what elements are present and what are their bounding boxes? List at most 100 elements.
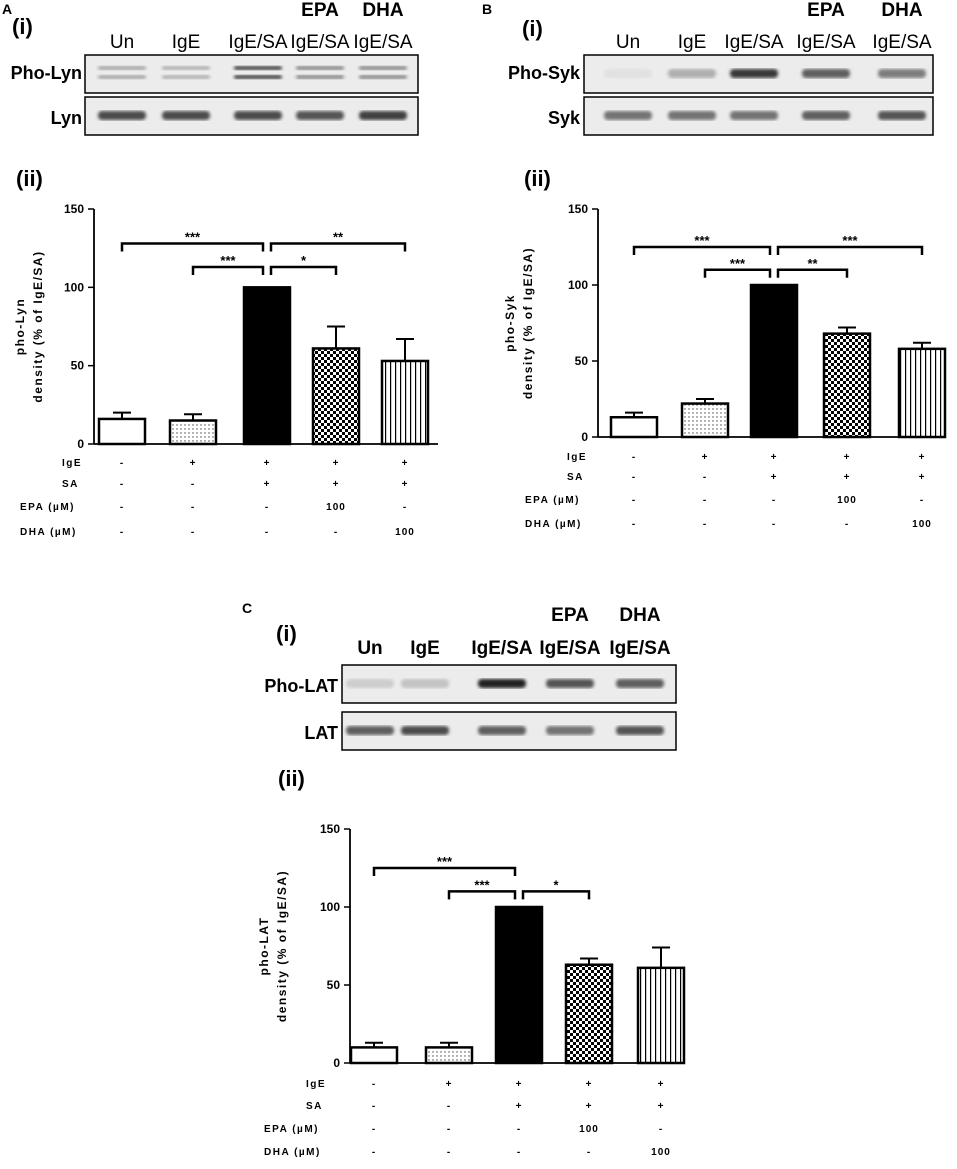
blot-row-label: Pho-LAT <box>264 676 338 696</box>
significance-label: *** <box>730 256 746 271</box>
condition-label: IgE <box>567 452 587 463</box>
condition-value: + <box>919 452 926 463</box>
y-tick-label: 50 <box>327 978 341 992</box>
lane-label: IgE/SA <box>353 32 412 53</box>
y-tick-label: 150 <box>568 202 588 216</box>
condition-value: + <box>586 1101 593 1112</box>
y-axis-label: density (% of IgE/SA) <box>275 870 289 1022</box>
bar <box>609 415 659 439</box>
lane-label: Un <box>357 638 382 659</box>
condition-value: + <box>402 458 409 469</box>
bar <box>349 1046 399 1065</box>
blot-band <box>234 66 282 70</box>
blot-band <box>296 111 344 120</box>
lane-label: IgE/SA <box>471 638 533 659</box>
y-tick-label: 100 <box>64 280 84 294</box>
lane-label: IgE/SA <box>872 32 931 53</box>
condition-value: 100 <box>326 502 346 513</box>
significance-bracket <box>776 245 924 255</box>
panel-b-figure: B (i) (ii) Un IgE IgE/SA EPA IgE/SA DHA IgE/SA Pho… <box>482 0 947 530</box>
blot-band <box>162 75 210 79</box>
bar <box>680 402 730 439</box>
blot-band <box>604 69 652 78</box>
condition-value: - <box>632 495 636 506</box>
condition-value: + <box>516 1101 523 1112</box>
condition-value: - <box>447 1147 451 1158</box>
blot-band <box>234 111 282 120</box>
blot-row-label: Pho-Syk <box>508 63 581 83</box>
bar <box>897 347 947 439</box>
significance-label: ** <box>333 229 344 244</box>
lane-header: DHA <box>362 0 403 21</box>
blot-band <box>401 726 449 735</box>
condition-value: - <box>632 452 636 463</box>
blot-part-label: (i) <box>12 14 33 39</box>
blot-band <box>668 111 716 120</box>
significance-label: *** <box>842 233 858 248</box>
blot-band <box>359 75 407 79</box>
condition-value: - <box>587 1147 591 1158</box>
lane-label: IgE <box>172 32 201 53</box>
panel-letter: A <box>2 1 12 17</box>
panel-c-figure: C (i) (ii) Un IgE IgE/SA EPA IgE/SA DHA IgE/SA Pho… <box>242 600 686 1158</box>
blot-band <box>802 69 850 78</box>
condition-value: + <box>402 479 409 490</box>
condition-label: DHA (µM) <box>20 527 77 538</box>
blot-band <box>546 679 594 688</box>
lane-header: DHA <box>881 0 922 21</box>
panel-letter: B <box>482 1 492 17</box>
bar <box>97 417 147 446</box>
lane-label: IgE/SA <box>724 32 783 53</box>
y-axis-label: density (% of IgE/SA) <box>521 247 535 399</box>
lane-header: EPA <box>301 0 339 21</box>
panel-c: C (i) (ii) Un IgE IgE/SA EPA IgE/SA DHA IgE/SA Pho… <box>240 595 720 1164</box>
condition-label: SA <box>62 479 79 490</box>
significance-label: * <box>553 877 559 892</box>
blot-part-label: (i) <box>522 16 543 41</box>
blot-band <box>730 69 778 78</box>
blot-membrane <box>84 54 419 94</box>
blot-band <box>546 726 594 735</box>
significance-label: *** <box>474 877 490 892</box>
y-axis-label: pho-LAT <box>257 917 271 976</box>
chart-part-label: (ii) <box>278 766 305 791</box>
blot-band <box>802 111 850 120</box>
y-tick-label: 0 <box>581 430 588 444</box>
significance-label: ** <box>807 256 818 271</box>
condition-value: - <box>517 1124 521 1135</box>
lane-header: EPA <box>807 0 845 21</box>
condition-label: EPA (µM) <box>20 502 75 513</box>
bar <box>564 963 614 1065</box>
condition-value: - <box>703 495 707 506</box>
condition-value: - <box>517 1147 521 1158</box>
significance-bracket <box>372 866 517 876</box>
condition-label: DHA (µM) <box>264 1147 321 1158</box>
y-tick-label: 100 <box>320 900 340 914</box>
blot-band <box>730 111 778 120</box>
bar <box>636 966 686 1065</box>
significance-bracket <box>447 890 517 900</box>
lane-label: IgE <box>678 32 707 53</box>
significance-bracket <box>776 268 849 278</box>
condition-value: + <box>844 452 851 463</box>
condition-value: - <box>845 519 849 530</box>
significance-label: *** <box>437 854 453 869</box>
condition-value: - <box>372 1147 376 1158</box>
condition-value: - <box>334 527 338 538</box>
blot-band <box>234 75 282 79</box>
y-tick-label: 0 <box>333 1056 340 1070</box>
condition-value: + <box>771 452 778 463</box>
blot-band <box>162 66 210 70</box>
lane-label: IgE/SA <box>290 32 349 53</box>
bar <box>749 283 799 439</box>
lane-header: EPA <box>551 605 589 626</box>
y-tick-label: 150 <box>320 822 340 836</box>
blot-band <box>616 726 664 735</box>
condition-value: + <box>333 479 340 490</box>
condition-value: 100 <box>651 1147 671 1158</box>
lane-label: IgE <box>410 638 440 659</box>
significance-bracket <box>521 890 591 900</box>
condition-value: + <box>264 479 271 490</box>
condition-value: - <box>120 479 124 490</box>
condition-value: + <box>702 452 709 463</box>
